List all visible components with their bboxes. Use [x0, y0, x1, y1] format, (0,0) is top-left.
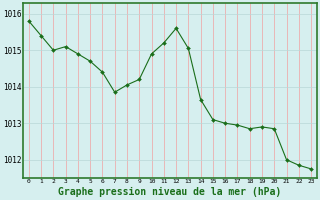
X-axis label: Graphe pression niveau de la mer (hPa): Graphe pression niveau de la mer (hPa): [58, 187, 282, 197]
